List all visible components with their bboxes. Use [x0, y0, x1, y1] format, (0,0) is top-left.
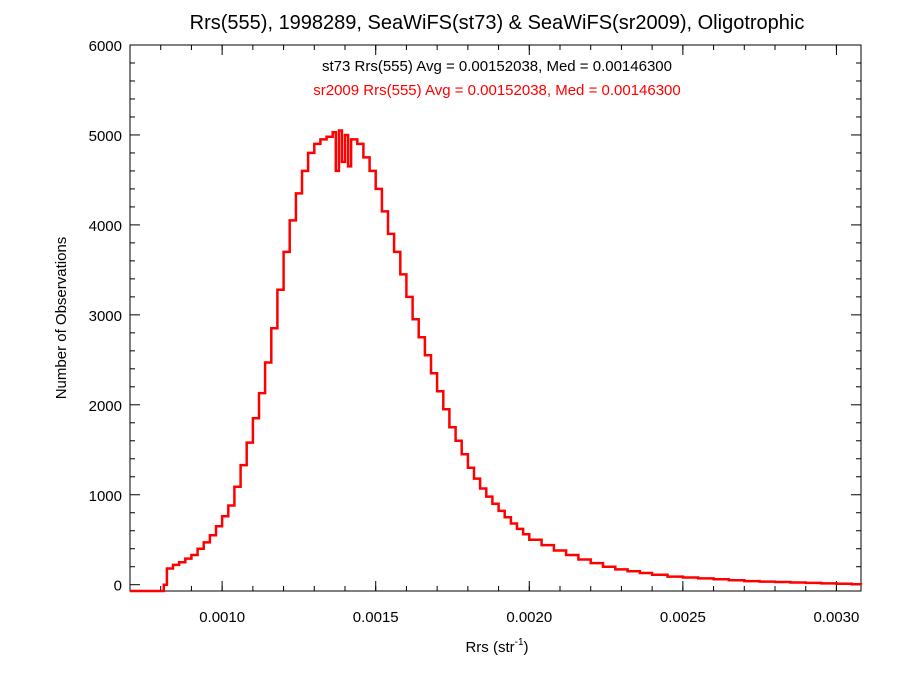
x-tick-label: 0.0015: [353, 609, 399, 626]
x-tick-label: 0.0010: [199, 609, 245, 626]
y-axis-label: Number of Observations: [53, 237, 70, 400]
x-axis-label: Rrs (str-1): [465, 637, 528, 656]
y-tick-label: 6000: [89, 38, 122, 55]
y-tick-label: 0: [114, 578, 122, 595]
histogram-line: [130, 129, 863, 593]
x-axis-label-sup: -1: [515, 637, 524, 648]
y-tick-label: 3000: [89, 308, 122, 325]
x-tick-label: 0.0030: [813, 609, 859, 626]
y-tick-label: 2000: [89, 398, 122, 415]
plot-frame: [129, 44, 862, 592]
x-tick-label: 0.0020: [506, 609, 552, 626]
x-tick-label: 0.0025: [660, 609, 706, 626]
y-tick-labels: 0 1000 2000 3000 4000 5000 6000: [89, 38, 122, 595]
x-axis-label-close: ): [524, 639, 529, 656]
annotation-st73: st73 Rrs(555) Avg = 0.00152038, Med = 0.…: [322, 58, 672, 75]
y-tick-label: 1000: [89, 488, 122, 505]
x-tick-labels: 0.0010 0.0015 0.0020 0.0025 0.0030: [199, 609, 859, 626]
x-axis-label-main: Rrs (str: [465, 639, 514, 656]
annotation-sr2009: sr2009 Rrs(555) Avg = 0.00152038, Med = …: [313, 82, 681, 99]
y-tick-label: 4000: [89, 218, 122, 235]
y-tick-label: 5000: [89, 128, 122, 145]
chart-title: Rrs(555), 1998289, SeaWiFS(st73) & SeaWi…: [190, 12, 805, 34]
axis-ticks: [129, 44, 861, 591]
